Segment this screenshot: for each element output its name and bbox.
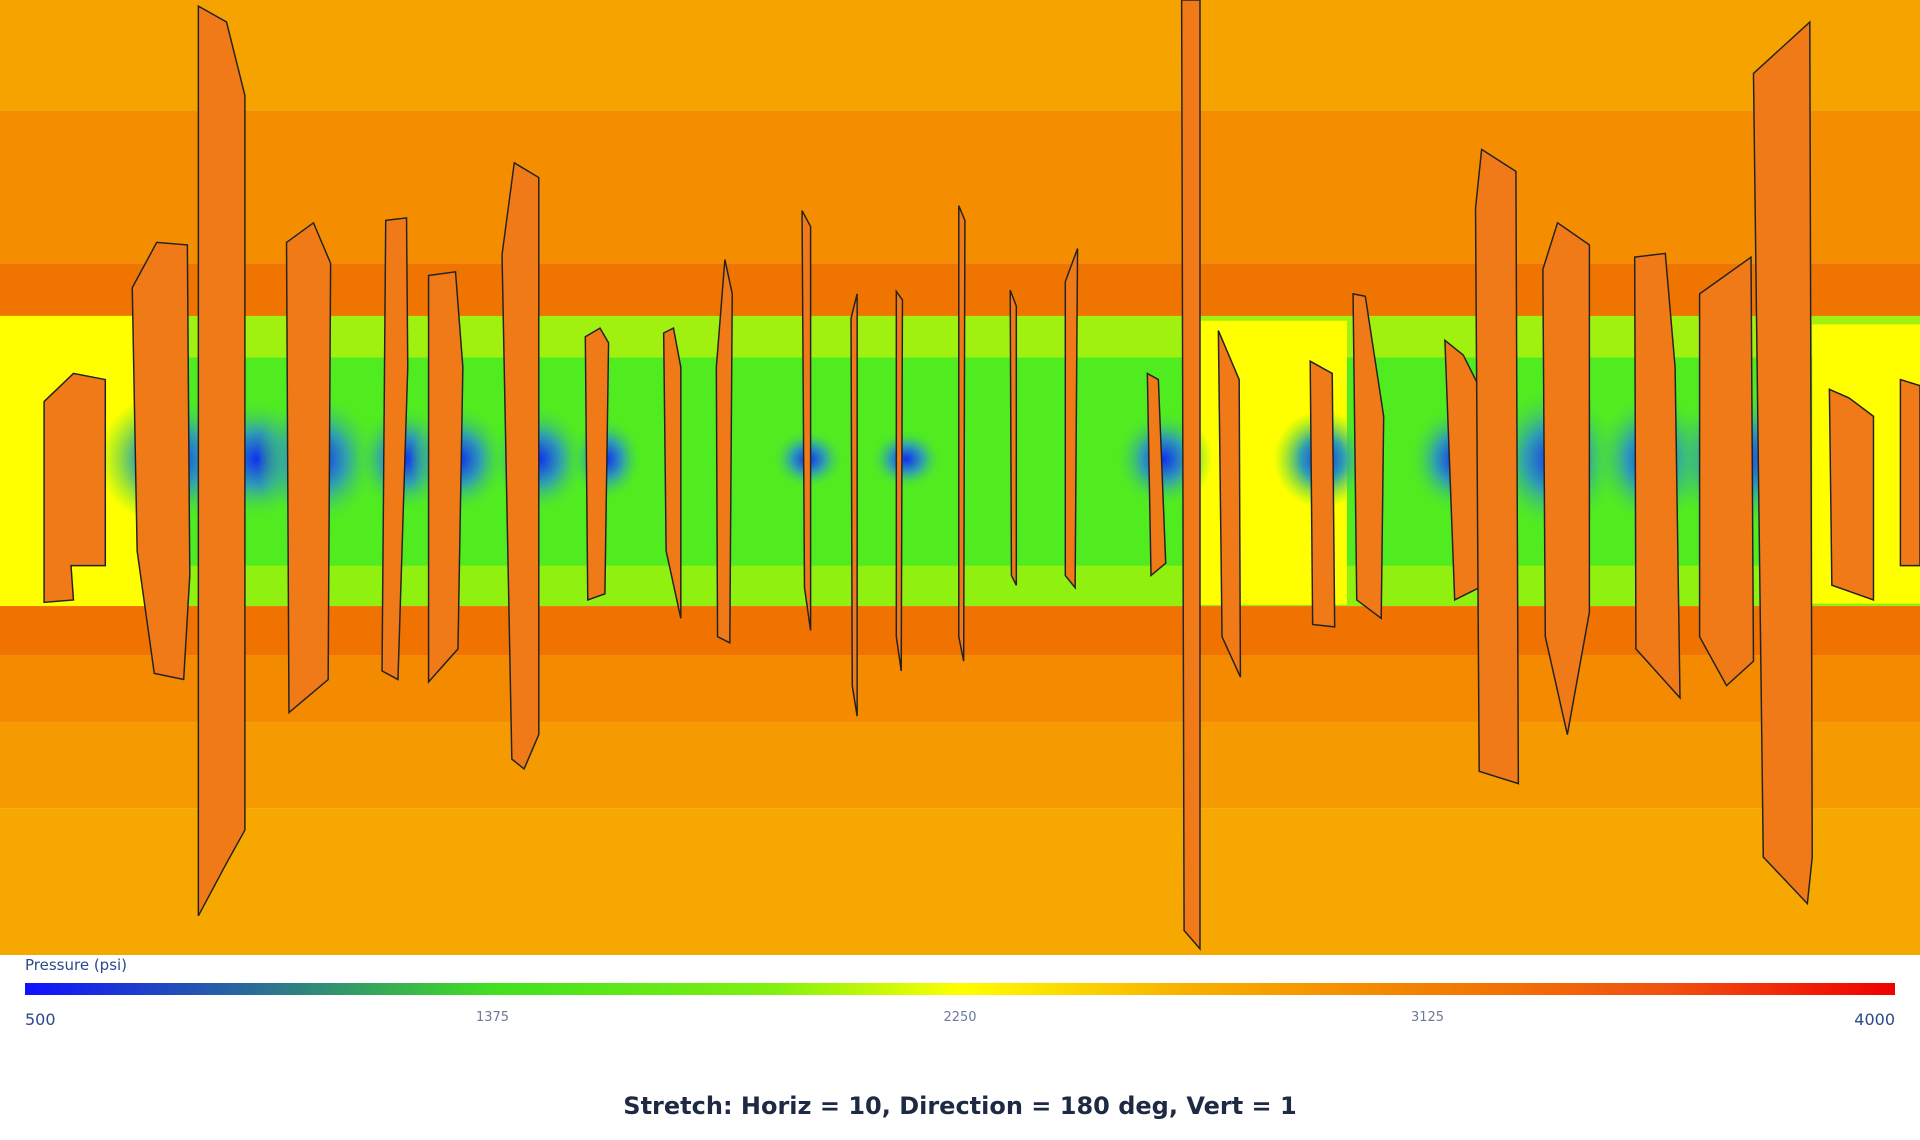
colorbar-tick-label: 1375 <box>475 1010 510 1025</box>
colorbar-tick-label: 2250 <box>943 1010 977 1025</box>
caption: Stretch: Horiz = 10, Direction = 180 deg… <box>623 1092 1297 1120</box>
colorbar-tick-label: 4000 <box>1854 1010 1895 1029</box>
fractures <box>43 0 1920 951</box>
colorbar-label: Pressure (psi) <box>25 956 128 974</box>
colorbar <box>25 983 1895 995</box>
colorbar-tick-label: 500 <box>25 1010 56 1029</box>
pressure-map <box>0 0 1920 955</box>
colorbar-tick-label: 3125 <box>1410 1010 1445 1025</box>
